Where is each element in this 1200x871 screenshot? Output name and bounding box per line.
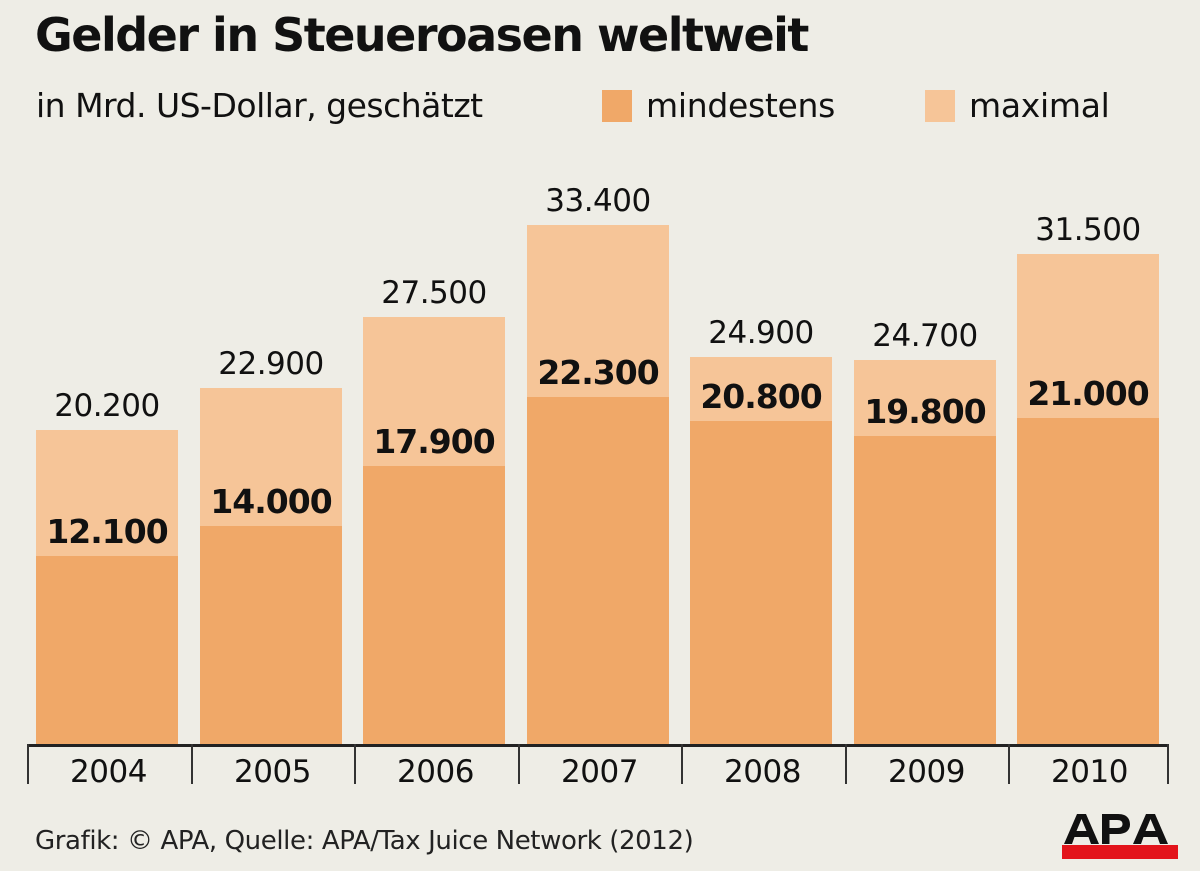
min-value-label: 19.800 (864, 392, 986, 432)
source-credit: Grafik: © APA, Quelle: APA/Tax Juice Net… (35, 826, 694, 856)
legend-swatch-mindestens-icon (602, 89, 632, 122)
legend-swatch-maximal-icon (925, 89, 955, 122)
chart-title: Gelder in Steueroasen weltweit (35, 8, 809, 62)
legend-item-maximal: maximal (925, 86, 1110, 125)
chart-subtitle: in Mrd. US-Dollar, geschätzt (36, 86, 483, 125)
bar-2010 (1017, 254, 1159, 744)
min-value-label: 14.000 (210, 482, 332, 522)
max-value-label: 33.400 (545, 182, 651, 219)
max-value-label: 31.500 (1035, 212, 1141, 249)
bar-segment-mindestens (1017, 417, 1159, 744)
min-value-label: 20.800 (700, 376, 822, 416)
max-value-label: 24.900 (708, 315, 814, 352)
x-axis-label-2004: 2004 (70, 754, 147, 790)
x-axis-label-2005: 2005 (234, 754, 311, 790)
bar-2009 (854, 360, 996, 744)
bar-segment-mindestens (36, 555, 178, 744)
x-axis-label-2007: 2007 (561, 754, 638, 790)
bar-2008 (690, 357, 832, 744)
x-axis-label-2006: 2006 (397, 754, 474, 790)
max-value-label: 22.900 (218, 346, 324, 383)
bar-2004 (36, 430, 178, 744)
max-value-label: 24.700 (872, 318, 978, 355)
min-value-label: 22.300 (537, 353, 659, 393)
x-axis-tick (27, 744, 29, 784)
x-axis-tick (845, 744, 847, 784)
bar-segment-mindestens (690, 420, 832, 744)
max-value-label: 20.200 (54, 388, 160, 425)
bar-2005 (200, 388, 342, 744)
legend-label: mindestens (646, 86, 836, 125)
x-axis-label-2010: 2010 (1051, 754, 1128, 790)
x-axis-label-2008: 2008 (724, 754, 801, 790)
x-axis-tick (1167, 744, 1169, 784)
min-value-label: 17.900 (373, 421, 495, 461)
legend-label: maximal (969, 86, 1110, 125)
bar-2006 (363, 316, 505, 744)
x-axis-tick (1008, 744, 1010, 784)
x-axis-line (27, 744, 1169, 747)
bar-segment-mindestens (363, 465, 505, 744)
min-value-label: 21.000 (1027, 373, 1149, 413)
x-axis-tick (681, 744, 683, 784)
min-value-label: 12.100 (46, 511, 168, 551)
x-axis-tick (518, 744, 520, 784)
bar-segment-mindestens (854, 436, 996, 744)
bar-segment-mindestens (527, 397, 669, 744)
apa-logo-icon (1062, 814, 1178, 859)
legend-item-mindestens: mindestens (602, 86, 835, 125)
bar-segment-mindestens (200, 526, 342, 744)
x-axis-label-2009: 2009 (888, 754, 965, 790)
x-axis-tick (354, 744, 356, 784)
max-value-label: 27.500 (381, 274, 487, 311)
bar-2007 (527, 224, 669, 744)
x-axis-tick (191, 744, 193, 784)
